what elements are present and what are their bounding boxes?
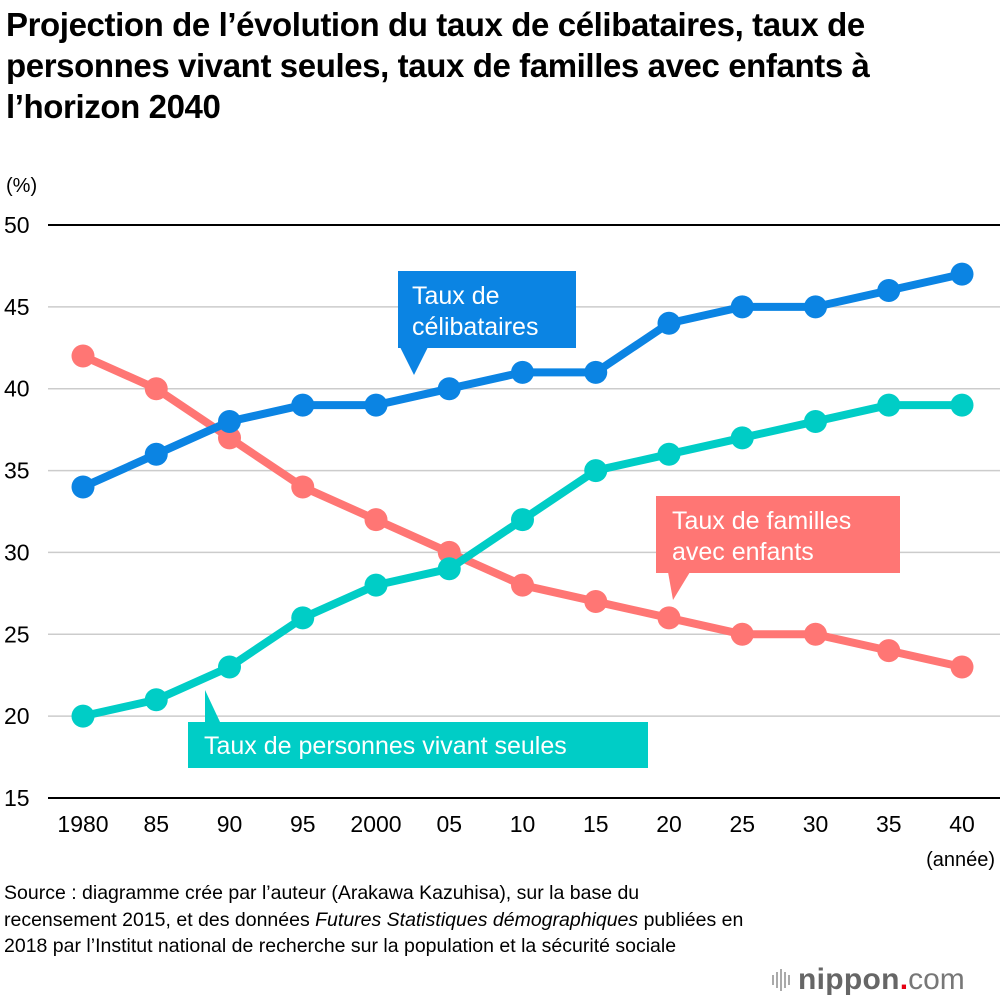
x-tick-label: 20 — [656, 811, 682, 837]
data-point — [71, 704, 95, 728]
data-point — [144, 377, 168, 401]
y-tick-label: 45 — [4, 294, 30, 320]
callout-label-line: Taux de personnes vivant seules — [204, 732, 567, 760]
x-tick-label: 05 — [436, 811, 462, 837]
series-0 — [71, 344, 974, 679]
source-note: Source : diagramme crée par l’auteur (Ar… — [4, 880, 744, 960]
data-point — [218, 655, 241, 679]
y-tick-label: 30 — [4, 539, 30, 565]
y-tick-label: 35 — [4, 458, 30, 484]
x-tick-label: 30 — [803, 811, 829, 837]
data-point — [511, 360, 534, 384]
x-tick-label: 10 — [510, 811, 536, 837]
data-point — [144, 688, 168, 712]
data-point — [730, 622, 754, 646]
data-point — [437, 540, 461, 564]
y-tick-label: 20 — [4, 703, 30, 729]
data-point — [71, 475, 95, 499]
y-tick-label: 50 — [4, 212, 30, 238]
series-lines — [71, 262, 974, 728]
data-point — [584, 459, 608, 483]
data-point — [218, 409, 241, 433]
data-point — [877, 393, 901, 417]
callout-label: Taux de familles avec enfants — [672, 507, 851, 566]
x-tick-label: 15 — [583, 811, 609, 837]
data-point — [950, 262, 974, 286]
x-tick-label: 2000 — [350, 811, 401, 837]
data-point — [364, 508, 388, 532]
logo-dot: . — [899, 963, 909, 996]
data-point — [437, 377, 461, 401]
callout-box — [188, 722, 648, 768]
data-point — [804, 295, 827, 319]
data-point — [657, 606, 681, 630]
nippon-logo: nippon. com — [772, 960, 965, 1000]
data-point — [804, 622, 827, 646]
callout-label-line: Taux de — [412, 282, 500, 310]
data-point — [950, 655, 974, 679]
y-axis-unit-label: (%) — [6, 175, 37, 197]
data-point — [437, 557, 461, 581]
x-tick-label: 85 — [143, 811, 169, 837]
callout-pointer — [668, 572, 690, 600]
x-axis-unit-label: (année) — [926, 849, 995, 871]
data-point — [218, 426, 241, 450]
data-point — [291, 606, 315, 630]
callout-pointer — [205, 690, 220, 722]
data-point — [144, 442, 168, 466]
source-text-suffix: publiées en 2018 par l’Institut national… — [4, 908, 744, 958]
data-point — [584, 360, 608, 384]
y-tick-label: 25 — [4, 621, 30, 647]
logo-name: nippon — [798, 963, 900, 996]
callout-label-line: avec enfants — [672, 538, 814, 566]
data-point — [657, 442, 681, 466]
data-point — [730, 426, 754, 450]
data-point — [877, 639, 901, 663]
data-point — [730, 295, 754, 319]
y-axis-tick-labels: 15 20 25 30 35 40 45 50 — [4, 212, 30, 811]
data-point — [877, 278, 901, 302]
series-callouts: Taux de célibataires Taux de familles avec … — [188, 271, 900, 768]
source-text-italic: Futures Statistiques démographiques — [315, 908, 639, 931]
x-tick-label: 35 — [876, 811, 902, 837]
data-point — [291, 393, 315, 417]
data-point — [584, 590, 608, 614]
data-point — [950, 393, 974, 417]
x-axis-tick-labels: 1980 85 90 95 2000 05 10 15 20 25 30 35 40 — [57, 811, 974, 837]
x-tick-label: 1980 — [57, 811, 108, 837]
callout-1: Taux de célibataires — [398, 271, 576, 375]
callout-label-line: célibataires — [412, 313, 538, 341]
x-tick-label: 95 — [290, 811, 316, 837]
chart-title: Projection de l’évolution du taux de cél… — [6, 6, 870, 125]
y-tick-label: 40 — [4, 376, 30, 402]
callout-label: Taux de célibataires — [412, 282, 538, 341]
callout-label: Taux de personnes vivant seules — [204, 732, 567, 760]
data-point — [291, 475, 315, 499]
x-tick-label: 90 — [217, 811, 243, 837]
callout-label-line: Taux de familles — [672, 507, 851, 535]
source-text-prefix: Source : diagramme crée par l’auteur (Ar… — [4, 882, 640, 931]
x-tick-label: 25 — [729, 811, 755, 837]
series-1 — [71, 262, 974, 499]
x-tick-label: 40 — [949, 811, 975, 837]
data-point — [657, 311, 681, 335]
callout-box — [656, 496, 900, 573]
data-point — [364, 393, 388, 417]
callout-0: Taux de familles avec enfants — [656, 496, 900, 600]
callout-box — [398, 271, 576, 348]
logo-bars-icon — [772, 969, 790, 991]
logo-tld: com — [908, 963, 965, 996]
series-2 — [71, 393, 974, 728]
callout-2: Taux de personnes vivant seules — [188, 690, 648, 768]
data-point — [511, 508, 534, 532]
line-chart: 15 20 25 30 35 40 45 50 1980 85 90 95 2000 05 10 15 20 2… — [4, 175, 1000, 871]
data-point — [804, 409, 827, 433]
callout-pointer — [400, 347, 428, 375]
data-point — [364, 573, 388, 597]
data-point — [71, 344, 95, 368]
y-tick-label: 15 — [4, 785, 30, 811]
data-point — [511, 573, 534, 597]
